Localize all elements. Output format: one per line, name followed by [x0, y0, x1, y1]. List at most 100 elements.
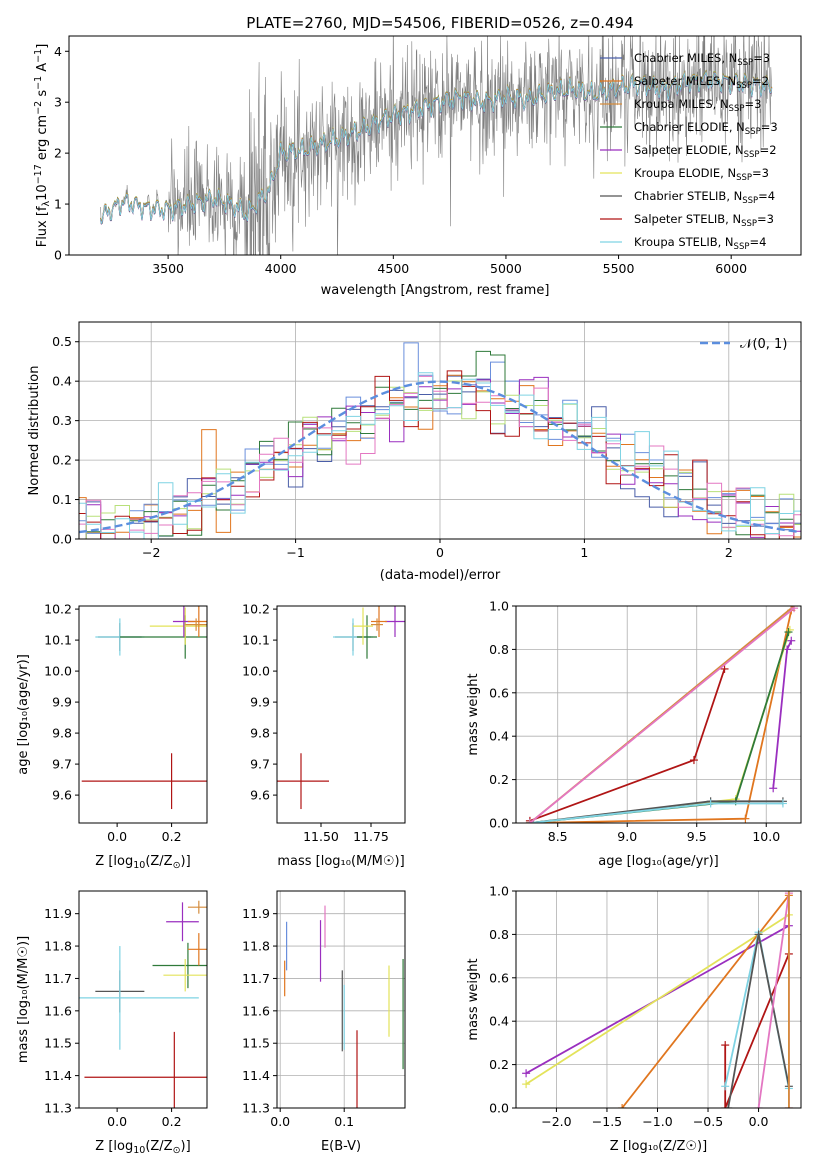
- y-axis-label-part: −1: [33, 49, 44, 63]
- y-tick-label: 10.2: [242, 602, 270, 617]
- legend-label-sub: SSP: [737, 58, 753, 68]
- y-axis-label: Normed distribution: [27, 366, 42, 496]
- x-tick-label: 5000: [490, 261, 522, 276]
- y-axis-label-part: 10: [35, 184, 50, 201]
- axes-frame: [515, 605, 802, 824]
- x-axis-label: mass [log₁₀(M/M☉)]: [277, 854, 404, 869]
- errorbar-plot-area: [284, 905, 404, 1108]
- x-tick-label: 9.5: [687, 829, 707, 844]
- y-axis-label-part: erg cm: [35, 115, 50, 164]
- y-tick-label: 11.7: [44, 971, 72, 986]
- x-axis-label: age [log₁₀(age/yr)]: [598, 854, 719, 869]
- mass-vs-extinction-panel: 0.0 0.1 11.3 11.4 11.5 11.6 11.7 11.8 11.9 E(B-V): [242, 890, 406, 1154]
- y-tick-label: 0.0: [489, 816, 509, 831]
- y-tick-label: 9.7: [250, 757, 270, 772]
- y-axis-label-part: −17: [33, 164, 44, 184]
- mass-weight-line: [525, 914, 790, 1085]
- mass-vs-metallicity-panel: 0.0 0.2 11.3 11.4 11.5 11.6 11.7 11.8 11.9 Z [log…: [16, 890, 208, 1156]
- y-axis-label-part: ]: [35, 44, 50, 49]
- legend-label-main: Kroupa STELIB, N: [634, 235, 734, 249]
- x-tick-label: 0.0: [270, 1114, 290, 1129]
- y-tick-label: 11.9: [44, 906, 72, 921]
- y-axis-label: age [log₁₀(age/yr)]: [16, 654, 31, 775]
- legend-label: Chabrier MILES, NSSP=3: [634, 51, 770, 68]
- histogram-steps: [79, 372, 801, 539]
- axes-frame: [515, 890, 802, 1109]
- legend-label-tail: =2: [752, 74, 769, 88]
- y-tick-label: 1.0: [489, 884, 509, 899]
- normal-distribution-curve: [79, 380, 801, 534]
- residual-histogram-panel: −2 −1 0 1 2 0.0 0.1 0.2 0.3 0.4 0.5 (data-model)/er…: [27, 321, 802, 583]
- y-tick-label: 11.3: [242, 1101, 270, 1116]
- y-tick-label: 11.6: [242, 1003, 270, 1018]
- x-axis-label-part: )]: [181, 854, 191, 869]
- x-tick-label: −1.0: [642, 1114, 672, 1129]
- spectrum-panel: 3500 4000 4500 5000 5500 6000 0 1 2 3 4 wavelength …: [33, 35, 802, 298]
- y-tick-label: 10.1: [242, 633, 270, 648]
- x-axis-label: Z [log₁₀(Z/Z☉)]: [610, 1139, 707, 1154]
- x-tick-label: 11.50: [303, 829, 339, 844]
- x-tick-label: 0.0: [107, 829, 127, 844]
- legend-label-sub: SSP: [734, 242, 750, 252]
- axes-frame: [78, 890, 208, 1109]
- x-tick-label: 0.2: [162, 829, 182, 844]
- x-tick-label: −0.5: [693, 1114, 723, 1129]
- y-tick-label: 4: [54, 44, 62, 59]
- x-tick-label: 0.0: [107, 1114, 127, 1129]
- x-tick-label: 6000: [715, 261, 747, 276]
- x-tick-label: 1: [580, 545, 588, 560]
- y-tick-label: 0.4: [52, 374, 72, 389]
- legend-label-tail: =3: [761, 120, 778, 134]
- y-tick-label: 9.9: [250, 695, 270, 710]
- x-tick-label: −1: [286, 545, 304, 560]
- x-axis-label-sub: ⊙: [173, 860, 181, 871]
- x-axis-label-sub: 10: [133, 1145, 145, 1156]
- y-tick-label: 9.9: [52, 695, 72, 710]
- mass-weight-vs-metallicity-panel: −2.0 −1.5 −1.0 −0.5 0.0 0.0 0.2 0.4 0.6 0.8 1.0 Z […: [466, 884, 802, 1154]
- y-tick-label: 9.8: [52, 726, 72, 741]
- x-axis-label-part: (Z/Z: [145, 1139, 172, 1154]
- y-tick-label: 0.3: [52, 413, 72, 428]
- y-tick-label: 11.4: [242, 1068, 270, 1083]
- legend-label: Kroupa MILES, NSSP=3: [634, 97, 761, 114]
- histogram-steps: [79, 350, 801, 539]
- y-tick-label: 0.2: [489, 1057, 509, 1072]
- x-tick-label: −2: [142, 545, 160, 560]
- x-tick-label: 0.0: [749, 1114, 769, 1129]
- y-tick-label: 11.3: [44, 1101, 72, 1116]
- x-axis-label-sub: ⊙: [173, 1145, 181, 1156]
- x-tick-label: −1.5: [592, 1114, 622, 1129]
- legend-label-main: Chabrier ELODIE, N: [634, 120, 745, 134]
- y-axis-label: mass weight: [466, 958, 481, 1040]
- errorbar-plot-area: [277, 606, 405, 810]
- x-tick-label: 4500: [377, 261, 409, 276]
- x-axis-label-part: Z [log: [95, 854, 133, 869]
- x-axis-label-part: )]: [181, 1139, 191, 1154]
- age-vs-metallicity-panel: 0.0 0.2 9.6 9.7 9.8 9.9 10.0 10.1 10.2 Z [log10(Z…: [16, 602, 208, 871]
- y-tick-label: 11.5: [44, 1036, 72, 1051]
- legend-label-main: Salpeter MILES, N: [634, 74, 736, 88]
- y-tick-label: 11.4: [44, 1068, 72, 1083]
- weight-plot-area: [525, 606, 799, 823]
- y-axis-label-part: −2: [33, 101, 44, 115]
- axes-frame: [68, 35, 802, 256]
- axes-frame: [276, 890, 406, 1109]
- mass-weight-vs-age-panel: 8.5 9.0 9.5 10.0 0.0 0.2 0.4 0.6 0.8 1.0 age [log₁…: [466, 599, 802, 869]
- y-tick-label: 11.9: [242, 906, 270, 921]
- y-tick-label: 9.7: [52, 757, 72, 772]
- y-tick-label: 0.1: [52, 492, 72, 507]
- y-tick-label: 11.5: [242, 1036, 270, 1051]
- legend-label-sub: SSP: [736, 81, 752, 91]
- x-tick-label: 4000: [265, 261, 297, 276]
- y-tick-label: 11.8: [44, 939, 72, 954]
- y-tick-label: 0.8: [489, 927, 509, 942]
- legend-label-main: Salpeter STELIB, N: [634, 212, 741, 226]
- x-tick-label: 11.75: [353, 829, 389, 844]
- y-axis-label: mass weight: [466, 673, 481, 755]
- x-axis-label: Z [log10(Z/Z⊙)]: [95, 1139, 190, 1156]
- x-tick-label: 0.1: [334, 1114, 354, 1129]
- y-axis-label: mass [log₁₀(M/M☉)]: [16, 936, 31, 1063]
- x-axis-label: E(B-V): [321, 1139, 361, 1154]
- observed-spectrum-line: [100, 36, 772, 255]
